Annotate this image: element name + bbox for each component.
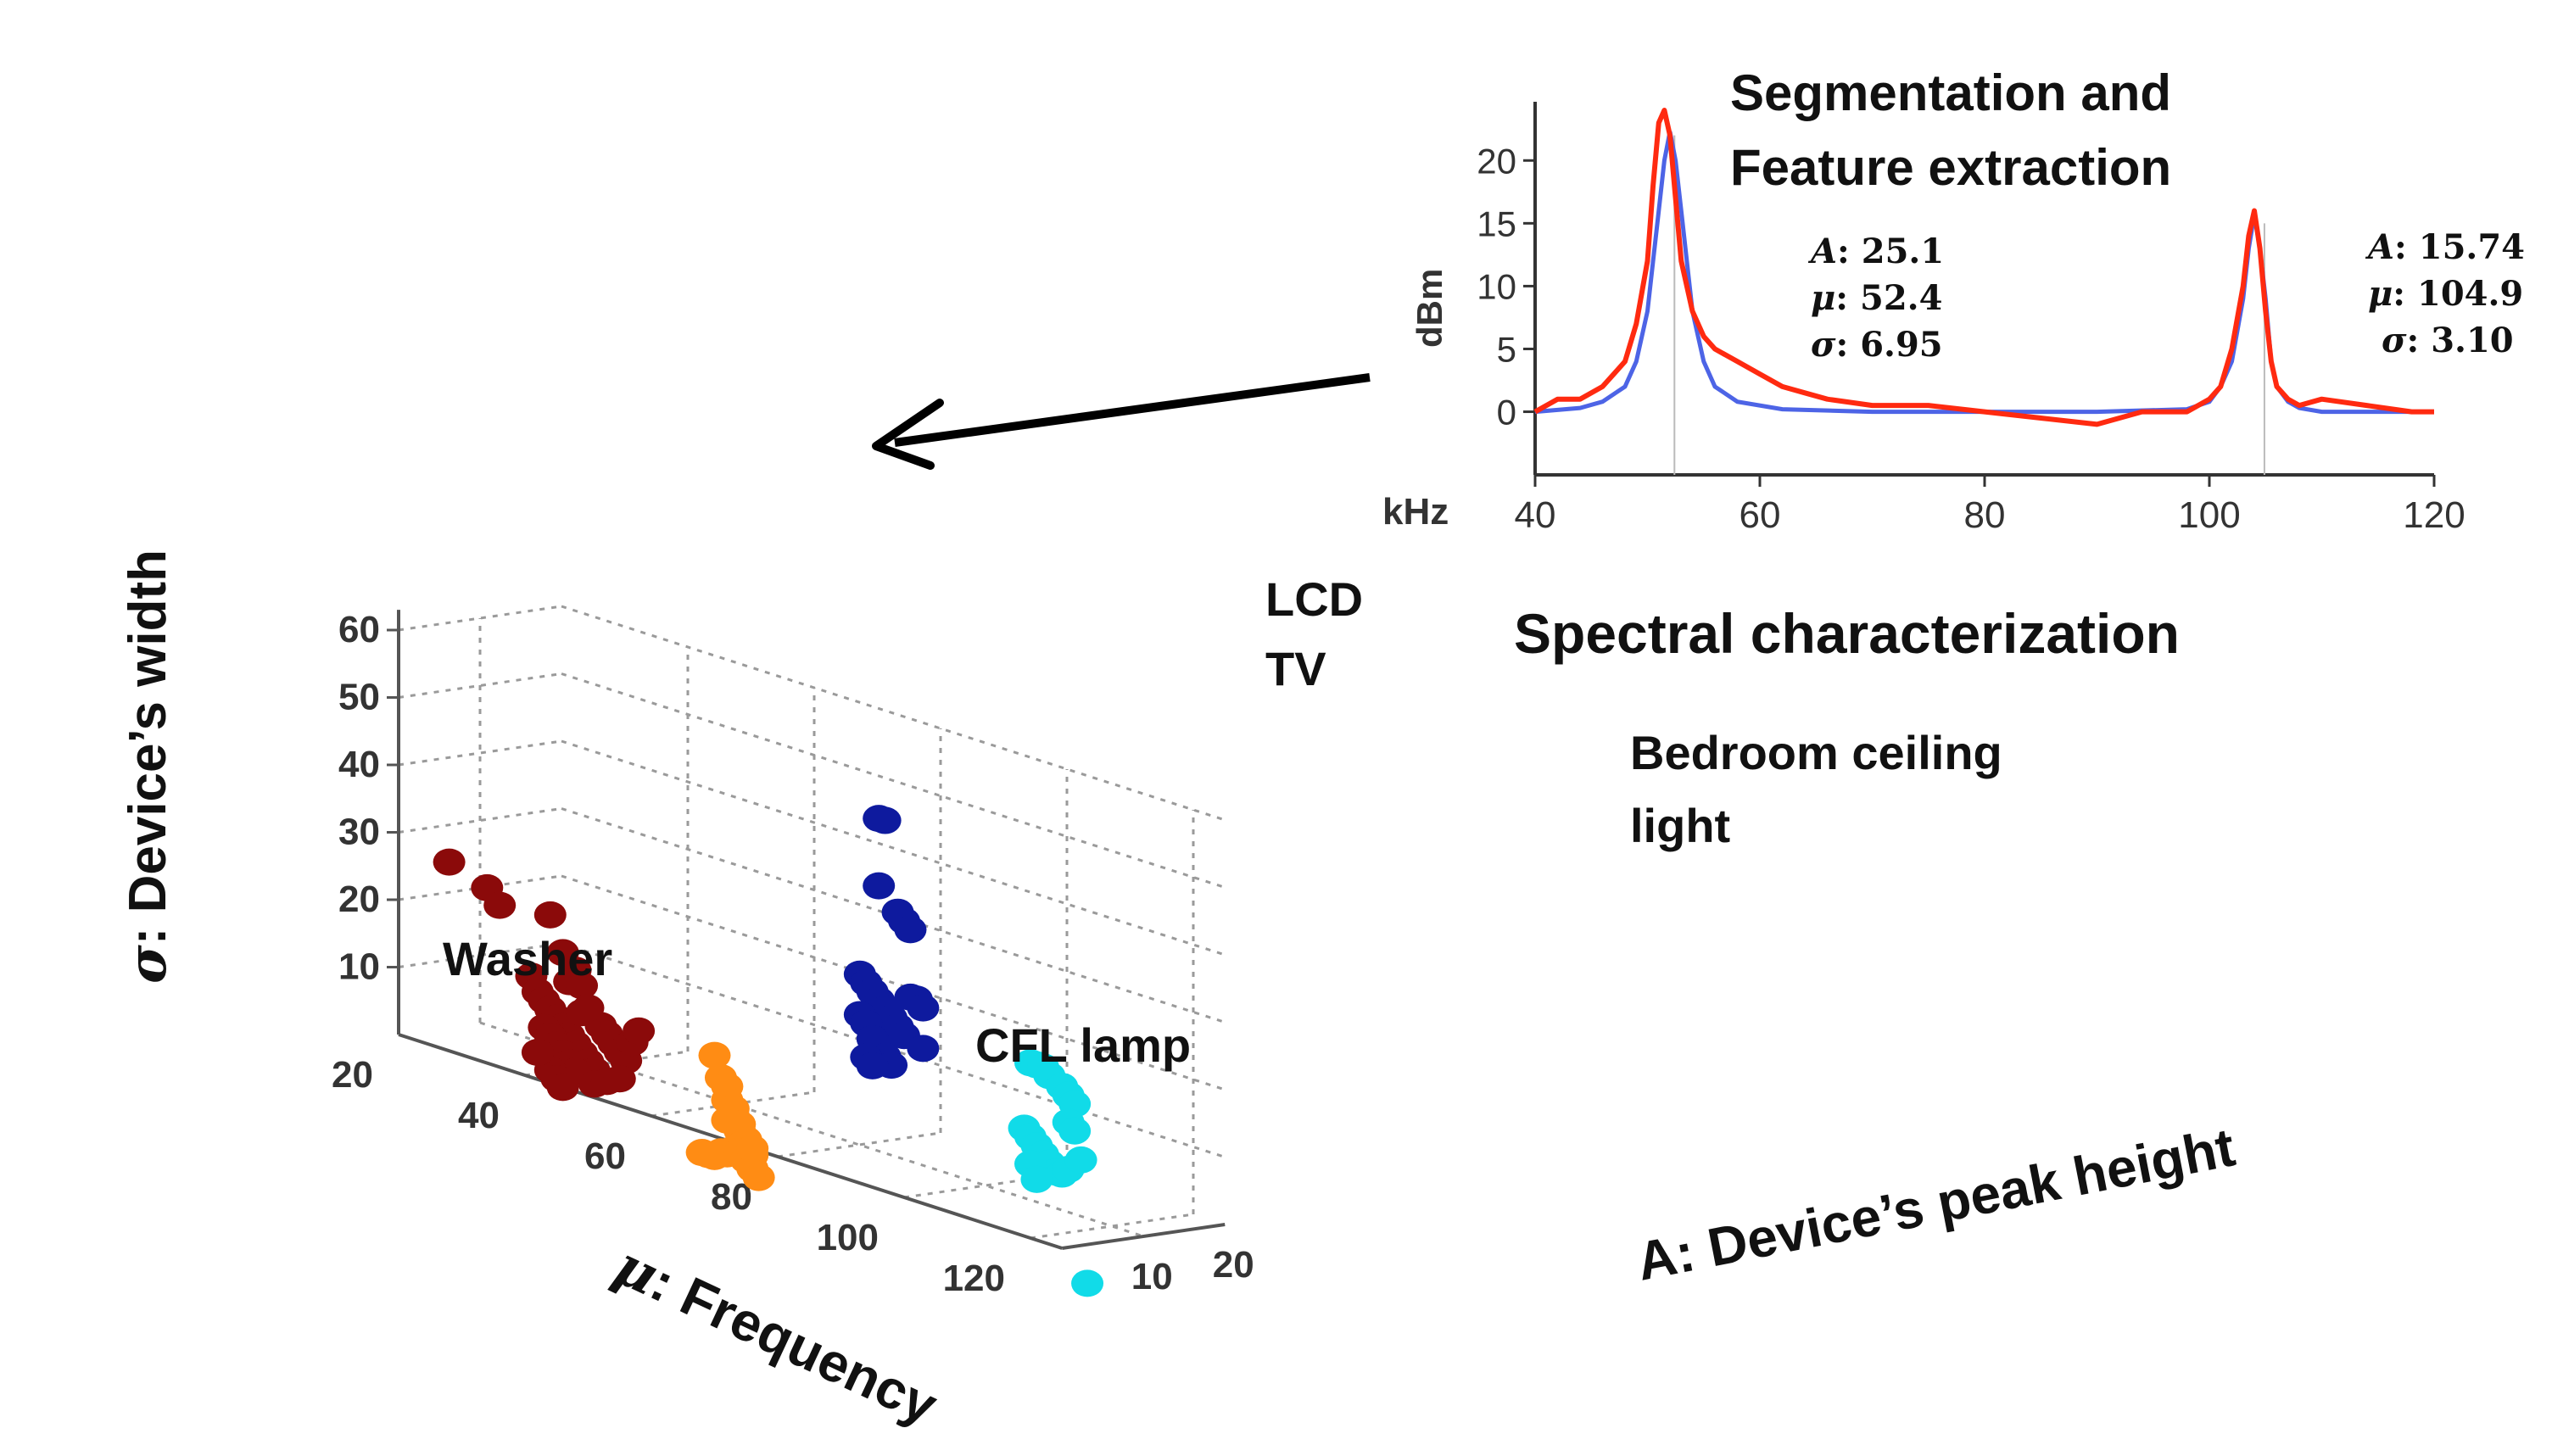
point-bedroom-ceiling-light (1020, 1165, 1053, 1193)
point-washer (521, 1039, 554, 1066)
x-tick-label: 100 (817, 1217, 879, 1258)
inset-y-tick-label: 0 (1497, 393, 1516, 432)
cluster-label-bedroom-light: Bedroom ceiling light (1630, 726, 2002, 852)
peak1-annotation: A: 25.1 μ: 52.4 σ: 6.95 (1807, 232, 1944, 365)
link-arrow (872, 373, 1371, 470)
z-axis-line (1061, 1223, 1226, 1250)
cluster-label-cfl-lamp: CFL lamp (975, 1018, 1191, 1072)
point-cfl-lamp (736, 1135, 769, 1163)
inset-grid (1523, 102, 2436, 487)
cluster-label-lcd-tv: LCD TV (1265, 572, 1363, 695)
grid-line-side-y (398, 605, 562, 632)
inset-background (1374, 119, 2493, 560)
grid-line-back-y (561, 874, 1226, 1091)
grid-line-floor-x (1030, 1213, 1194, 1240)
point-washer (533, 901, 567, 929)
grid-line-floor-x (651, 1091, 815, 1118)
point-cfl-lamp (698, 1041, 731, 1069)
y-tick-label: 40 (338, 744, 380, 785)
point-cfl-lamp (711, 1106, 744, 1134)
inset-y-tick-label: 15 (1477, 204, 1516, 243)
svg-text:μ: 52.4: μ: 52.4 (1811, 278, 1942, 318)
inset-title: Segmentation and Feature extraction (1730, 64, 2171, 196)
point-lcd-tv (868, 806, 902, 834)
measured-spectrum-line (1533, 108, 2434, 427)
grid-line-side-y (398, 739, 562, 767)
inset-y-tick-label: 10 (1477, 266, 1516, 306)
x-axis-label: μ: Frequency (605, 1234, 947, 1438)
grid-line-back-y (561, 739, 1226, 957)
grid-line-floor-z (479, 1021, 1144, 1238)
inset-x-tick-label: 60 (1739, 494, 1781, 536)
point-bedroom-ceiling-light (1071, 1269, 1104, 1297)
z-tick-label: 20 (1213, 1244, 1254, 1286)
point-bedroom-ceiling-light (1058, 1117, 1092, 1145)
svg-text:A: 25.1: A: 25.1 (1807, 232, 1944, 271)
inset-y-label: dBm (1410, 269, 1449, 348)
grid-line-side-y (398, 874, 562, 901)
svg-text:σ: 3.10: σ: 3.10 (2382, 321, 2514, 360)
y-tick-label: 20 (338, 879, 380, 920)
point-lcd-tv (863, 872, 896, 900)
y-tick-label: 60 (338, 609, 380, 650)
point-washer (433, 848, 466, 876)
inset-y-tick-label: 5 (1497, 329, 1516, 369)
point-lcd-tv (856, 1052, 889, 1079)
z-tick-label: 10 (1131, 1256, 1173, 1297)
inset-ticks: 0 5 10 15 20 40 60 80 100 120 (1477, 141, 2465, 536)
inset-x-tick-label: 100 (2178, 494, 2240, 536)
inset-y-tick-label: 20 (1477, 141, 1516, 181)
point-washer (603, 1065, 636, 1093)
z-axis-label: A: Device’s peak height (1632, 1116, 2240, 1291)
x-tick-label: 60 (584, 1135, 626, 1177)
y-axis-label: σ: Device’s width (116, 549, 178, 984)
point-washer (483, 891, 517, 919)
scatter-grid (387, 605, 1226, 1250)
y-tick-label: 30 (338, 812, 380, 853)
point-lcd-tv (894, 916, 927, 944)
svg-text:σ: 6.95: σ: 6.95 (1811, 325, 1943, 365)
point-washer (623, 1017, 656, 1045)
peak2-annotation: A: 15.74 μ: 104.9 σ: 3.10 (2365, 227, 2525, 360)
grid-line-side-y (398, 807, 562, 834)
inset-x-label: kHz (1382, 491, 1449, 533)
point-lcd-tv (907, 994, 940, 1022)
point-washer (572, 994, 605, 1022)
x-tick-label: 20 (332, 1054, 373, 1096)
grid-line-back-y (561, 672, 1226, 889)
grid-line-back-y (561, 605, 1226, 822)
svg-text:A: 15.74: A: 15.74 (2365, 227, 2525, 267)
point-lcd-tv (907, 1035, 940, 1063)
point-bedroom-ceiling-light (1064, 1146, 1097, 1174)
y-tick-label: 50 (338, 677, 380, 718)
spectrum-inset: 0 5 10 15 20 40 60 80 100 120 dBm kHz A: 25.1 μ: … (1374, 64, 2525, 665)
grid-line-floor-x (777, 1131, 941, 1158)
x-tick-label: 120 (943, 1258, 1005, 1299)
grid-line-floor-x (903, 1172, 1068, 1199)
point-washer (566, 972, 599, 1000)
cluster-label-washer: Washer (443, 932, 612, 985)
scatter-points (433, 805, 1104, 1297)
inset-x-tick-label: 80 (1964, 494, 2006, 536)
inset-x-tick-label: 120 (2403, 494, 2465, 536)
inset-x-tick-label: 40 (1515, 494, 1556, 536)
y-tick-label: 10 (338, 946, 380, 988)
svg-text:μ: 104.9: μ: 104.9 (2368, 274, 2523, 314)
point-washer (546, 1074, 579, 1102)
point-cfl-lamp (742, 1163, 775, 1191)
grid-line-side-y (398, 672, 562, 699)
x-tick-label: 40 (458, 1095, 500, 1136)
inset-caption: Spectral characterization (1514, 602, 2180, 665)
grid-line-side-y (398, 942, 562, 968)
